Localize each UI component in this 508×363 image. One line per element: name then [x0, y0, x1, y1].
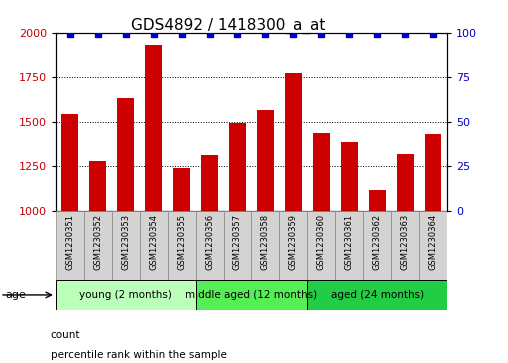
Bar: [168, 211, 196, 280]
Text: GSM1230363: GSM1230363: [401, 214, 409, 270]
Bar: [61, 114, 78, 211]
Text: GSM1230359: GSM1230359: [289, 214, 298, 270]
Text: GSM1230354: GSM1230354: [149, 214, 158, 270]
Bar: [425, 134, 441, 211]
Bar: [363, 211, 391, 280]
Bar: [145, 45, 162, 211]
Text: middle aged (12 months): middle aged (12 months): [185, 290, 318, 300]
Bar: [173, 168, 190, 211]
Text: GSM1230356: GSM1230356: [205, 214, 214, 270]
Text: GSM1230358: GSM1230358: [261, 214, 270, 270]
Text: GSM1230357: GSM1230357: [233, 214, 242, 270]
Bar: [285, 73, 302, 211]
Bar: [196, 211, 224, 280]
Bar: [84, 211, 112, 280]
Bar: [335, 211, 363, 280]
Bar: [419, 211, 447, 280]
Bar: [369, 190, 386, 211]
Bar: [313, 133, 330, 211]
Text: age: age: [5, 290, 26, 300]
Text: GSM1230351: GSM1230351: [66, 214, 74, 270]
Bar: [201, 155, 218, 211]
Bar: [140, 211, 168, 280]
Text: aged (24 months): aged (24 months): [331, 290, 424, 300]
Bar: [56, 280, 196, 310]
Text: count: count: [51, 330, 80, 340]
Text: GSM1230362: GSM1230362: [373, 214, 382, 270]
Bar: [224, 211, 251, 280]
Text: percentile rank within the sample: percentile rank within the sample: [51, 350, 227, 360]
Bar: [391, 211, 419, 280]
Text: GDS4892 / 1418300_a_at: GDS4892 / 1418300_a_at: [132, 18, 326, 34]
Text: GSM1230355: GSM1230355: [177, 214, 186, 270]
Bar: [56, 211, 84, 280]
Text: young (2 months): young (2 months): [79, 290, 172, 300]
Bar: [307, 280, 447, 310]
Bar: [112, 211, 140, 280]
Text: GSM1230361: GSM1230361: [345, 214, 354, 270]
Bar: [251, 211, 279, 280]
Text: GSM1230364: GSM1230364: [429, 214, 437, 270]
Text: GSM1230352: GSM1230352: [93, 214, 102, 270]
Bar: [341, 142, 358, 211]
Bar: [397, 154, 414, 211]
Bar: [307, 211, 335, 280]
Bar: [279, 211, 307, 280]
Bar: [89, 161, 106, 211]
Text: GSM1230353: GSM1230353: [121, 214, 130, 270]
Bar: [229, 123, 246, 211]
Bar: [257, 110, 274, 211]
Bar: [196, 280, 307, 310]
Bar: [117, 98, 134, 211]
Text: GSM1230360: GSM1230360: [317, 214, 326, 270]
